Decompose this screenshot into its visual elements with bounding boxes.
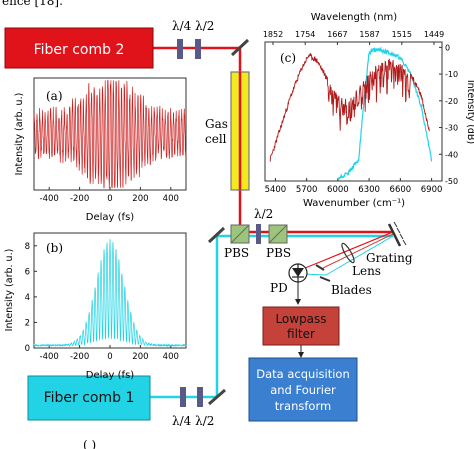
chart-c-series-red (269, 52, 430, 162)
chart-c-panel-label: (c) (280, 51, 296, 65)
dispersed-beam-2 (322, 233, 394, 269)
fiber-comb-2-box (4, 27, 154, 69)
x-tick-label-200: 200 (132, 352, 148, 362)
dispersed-beam-3 (325, 235, 394, 276)
daq-label-1: Data acquisition (256, 367, 349, 381)
chart-b: -400 -200 0 200 400 0 2 4 6 8 (b) Delay (fs) Inte… (4, 232, 187, 381)
mirror-top (230, 38, 250, 57)
daq-label-3: transform (275, 399, 331, 413)
chart-a-series (33, 79, 187, 189)
half-wave-plate-bottom (197, 387, 203, 407)
c-x-tick-label-6300: 6300 (358, 185, 380, 195)
half-wave-plate-top (195, 39, 201, 59)
c-top-tick-label-1667: 1667 (327, 30, 347, 39)
c-y-tick-label--10: -10 (445, 70, 458, 79)
chart-c-frame (264, 41, 443, 182)
pbs-right-diagonal (268, 224, 288, 244)
y-tick-label-6: 6 (25, 267, 30, 277)
x-tick-label--200: -200 (70, 194, 89, 204)
lowpass-filter-label-2: filter (287, 327, 315, 341)
x-tick-label-0: 0 (107, 352, 112, 362)
y-tick-label-0: 0 (25, 344, 30, 354)
chart-a-panel-label: (a) (46, 89, 63, 103)
c-y-tick-label--50: -50 (445, 177, 458, 186)
gas-cell-label-1: Gas (205, 117, 228, 131)
c-top-tick-label-1587: 1587 (359, 30, 379, 39)
c-top-tick-label-1515: 1515 (392, 30, 412, 39)
c-x-tick-label-6600: 6600 (390, 185, 412, 195)
chart-a-ylabel: Intensity (arb. u.) (14, 93, 25, 176)
c-top-tick-label-1852: 1852 (263, 30, 283, 39)
c-y-tick-label--40: -40 (445, 150, 458, 159)
x-tick-label-400: 400 (163, 194, 179, 204)
chart-c-ylabel: Intensity (dB) (465, 80, 474, 144)
chart-b-series (33, 239, 187, 348)
grating (387, 221, 407, 247)
daq-label-2: and Fourier (270, 383, 336, 397)
dispersed-beam-1 (319, 231, 394, 263)
photodetector (288, 263, 308, 305)
chart-c: 5400 5700 6000 6300 6600 6900 1852 1754 1667 1587… (263, 12, 474, 209)
grating-label: Grating (366, 251, 413, 265)
fiber-comb-1-box (27, 375, 151, 421)
y-tick-label-8: 8 (25, 242, 30, 252)
chart-a: -400 -200 0 200 400 (a) Delay (fs) Intensity… (14, 77, 187, 223)
pd-label: PD (270, 281, 288, 295)
quarter-wave-plate-bottom (180, 387, 186, 407)
gas-cell-label-2: cell (205, 132, 227, 146)
x-tick-label--200: -200 (70, 352, 89, 362)
pbs-left-diagonal (230, 224, 250, 244)
lens-label: Lens (352, 264, 381, 278)
mirror-bottom (208, 388, 226, 406)
y-tick-label-4: 4 (25, 293, 30, 303)
quarter-wave-plate-top (177, 39, 183, 59)
x-tick-label-200: 200 (132, 194, 148, 204)
half-wave-mid-label: λ/2 (254, 207, 273, 221)
c-top-tick-label-1754: 1754 (295, 30, 315, 39)
c-x-tick-label-5700: 5700 (296, 185, 318, 195)
filter-to-daq-arrowhead (298, 352, 304, 358)
x-tick-label-400: 400 (163, 352, 179, 362)
chart-a-xlabel: Delay (fs) (86, 212, 134, 223)
blades-label: Blades (331, 283, 372, 297)
fiber-comb-1-label: Fiber comb 1 (44, 390, 135, 406)
top-waveplates-label: λ/4 λ/2 (172, 19, 214, 33)
chart-b-ylabel: Intensity (arb. u.) (4, 249, 15, 332)
fiber-comb-2-label: Fiber comb 2 (34, 42, 125, 58)
mirror-left (207, 226, 226, 244)
chart-c-xlabel: Wavenumber (cm⁻¹) (303, 198, 405, 209)
citation-fragment: ence [18]. (2, 0, 63, 8)
lens (341, 242, 355, 264)
blade-2 (319, 276, 331, 282)
daq-box (248, 357, 358, 422)
y-tick-label-2: 2 (25, 318, 30, 328)
chart-b-xlabel: Delay (fs) (86, 370, 134, 381)
c-y-tick-label--30: -30 (445, 124, 458, 133)
lowpass-filter-label-1: Lowpass (275, 312, 326, 326)
c-x-tick-label-6000: 6000 (327, 185, 349, 195)
lowpass-filter-box (262, 306, 340, 346)
half-wave-plate-mid (256, 224, 261, 244)
pbs-left-label: PBS (224, 246, 249, 260)
bottom-fragment: ( ) (83, 438, 96, 449)
x-tick-label--400: -400 (40, 352, 59, 362)
c-x-tick-label-6900: 6900 (421, 185, 443, 195)
c-x-tick-label-5400: 5400 (265, 185, 287, 195)
c-y-tick-label-0: 0 (445, 43, 450, 52)
bottom-waveplates-label: λ/4 λ/2 (172, 414, 214, 428)
c-top-tick-label-1449: 1449 (424, 30, 444, 39)
chart-b-panel-label: (b) (46, 241, 63, 255)
chart-c-series-cyan (337, 46, 433, 181)
c-y-tick-label--20: -20 (445, 97, 458, 106)
chart-c-top-xlabel: Wavelength (nm) (311, 12, 397, 23)
x-tick-label--400: -400 (40, 194, 59, 204)
blade-1 (315, 264, 325, 271)
x-tick-label-0: 0 (107, 194, 112, 204)
pbs-right-label: PBS (266, 246, 291, 260)
